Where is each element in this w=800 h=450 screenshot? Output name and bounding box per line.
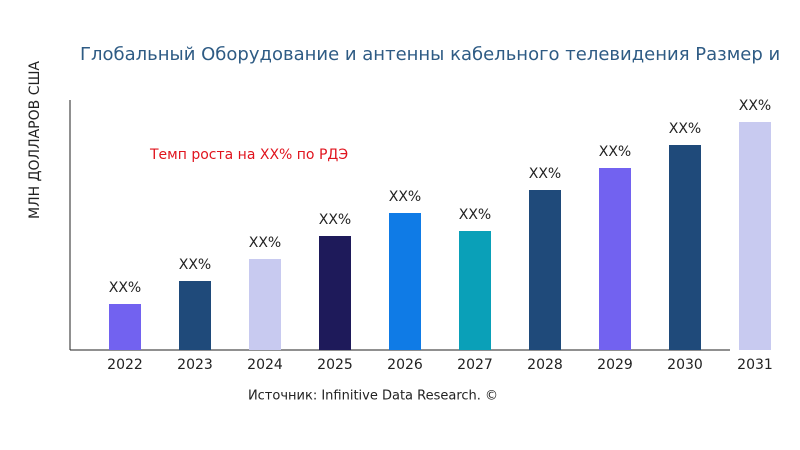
bar	[739, 122, 771, 350]
value-label: XX%	[389, 189, 421, 205]
source: Источник: Infinitive Data Research. ©	[248, 389, 498, 404]
x-tick-label: 2028	[527, 357, 563, 373]
annotation: Темп роста на XX% по РДЭ	[149, 147, 348, 163]
value-label: XX%	[319, 212, 351, 228]
x-tick-label: 2022	[107, 357, 143, 373]
y-axis-label: МЛН ДОЛЛАРОВ США	[27, 61, 43, 219]
x-tick-label: 2023	[177, 357, 213, 373]
chart-title: Глобальный Оборудование и антенны кабель…	[80, 44, 780, 65]
x-tick-label: 2026	[387, 357, 423, 373]
value-label: XX%	[739, 98, 771, 114]
bar	[389, 213, 421, 350]
value-label: XX%	[249, 235, 281, 251]
bar	[529, 190, 561, 350]
bar	[459, 231, 491, 350]
bar	[669, 145, 701, 350]
value-label: XX%	[669, 121, 701, 137]
value-label: XX%	[599, 144, 631, 160]
x-tick-label: 2031	[737, 357, 773, 373]
value-label: XX%	[529, 166, 561, 182]
bar	[319, 236, 351, 350]
bar	[179, 281, 211, 350]
bar	[599, 168, 631, 350]
value-label: XX%	[459, 207, 491, 223]
value-label: XX%	[179, 257, 211, 273]
bar	[109, 304, 141, 350]
bar	[249, 259, 281, 350]
x-tick-label: 2029	[597, 357, 633, 373]
value-label: XX%	[109, 280, 141, 296]
x-tick-label: 2025	[317, 357, 353, 373]
x-tick-label: 2024	[247, 357, 283, 373]
x-tick-label: 2027	[457, 357, 493, 373]
x-tick-label: 2030	[667, 357, 703, 373]
